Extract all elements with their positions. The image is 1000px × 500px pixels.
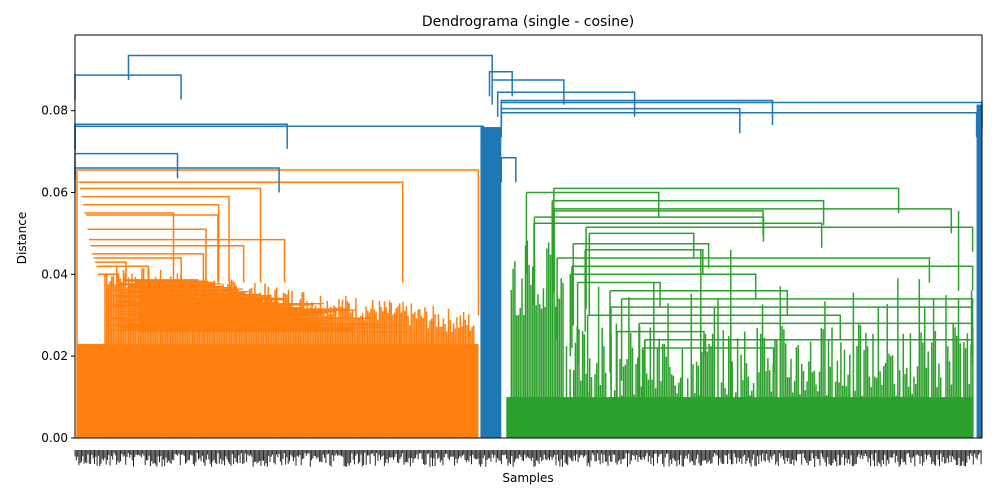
x-axis-label: Samples	[502, 471, 553, 485]
link-4	[74, 152, 179, 179]
cluster-green	[506, 187, 974, 438]
link-13	[500, 156, 517, 183]
link-6	[488, 71, 513, 97]
cluster-blue-dense	[480, 127, 502, 438]
y-tick-label-0: 0.00	[41, 431, 68, 445]
chart-title: Dendrograma (single - cosine)	[422, 14, 634, 30]
blue-right-leaf-mass	[976, 104, 982, 439]
cluster-blue-right	[976, 104, 982, 439]
y-tick-label-3: 0.06	[41, 186, 68, 200]
green-leaf-mass	[506, 397, 974, 438]
link-12	[500, 111, 978, 138]
link-2	[74, 123, 288, 149]
y-tick-label-1: 0.02	[41, 349, 68, 363]
green-merge-lines	[525, 187, 974, 418]
top-links	[74, 54, 983, 193]
y-axis-label: Distance	[15, 212, 29, 264]
link-10	[500, 101, 983, 128]
plot-frame	[74, 34, 983, 439]
y-tick-label-4: 0.08	[41, 104, 68, 118]
link-0	[127, 54, 493, 80]
orange-merge-lines	[107, 279, 411, 333]
orange-upper-links	[76, 169, 480, 438]
link-8	[496, 91, 636, 117]
x-tick-label-strip	[74, 450, 982, 467]
x-tick-labels	[74, 450, 982, 467]
axes: 0.00 0.02 0.04 0.06 0.08	[41, 34, 983, 467]
y-tick-label-2: 0.04	[41, 267, 68, 281]
plot-area	[74, 54, 983, 439]
blue-dense-leaf-mass	[480, 127, 502, 438]
link-3	[74, 125, 484, 151]
cluster-orange	[76, 169, 480, 438]
orange-leaf-branches	[104, 266, 475, 438]
